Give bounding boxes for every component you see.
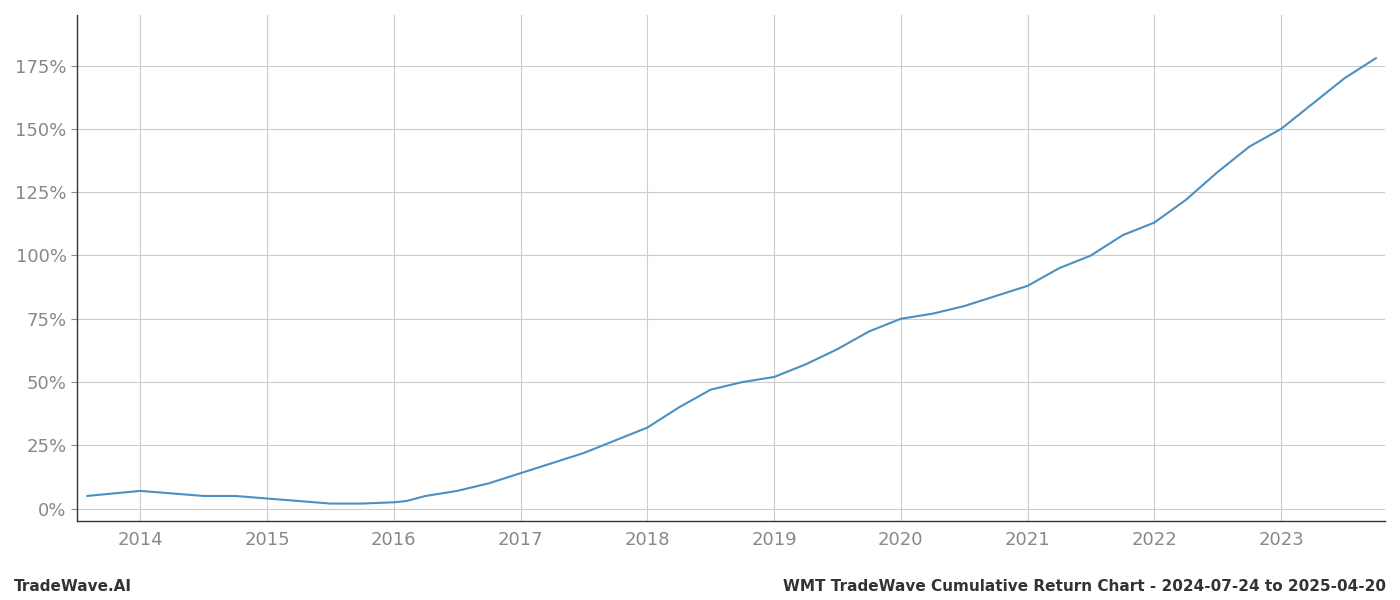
Text: WMT TradeWave Cumulative Return Chart - 2024-07-24 to 2025-04-20: WMT TradeWave Cumulative Return Chart - …: [783, 579, 1386, 594]
Text: TradeWave.AI: TradeWave.AI: [14, 579, 132, 594]
